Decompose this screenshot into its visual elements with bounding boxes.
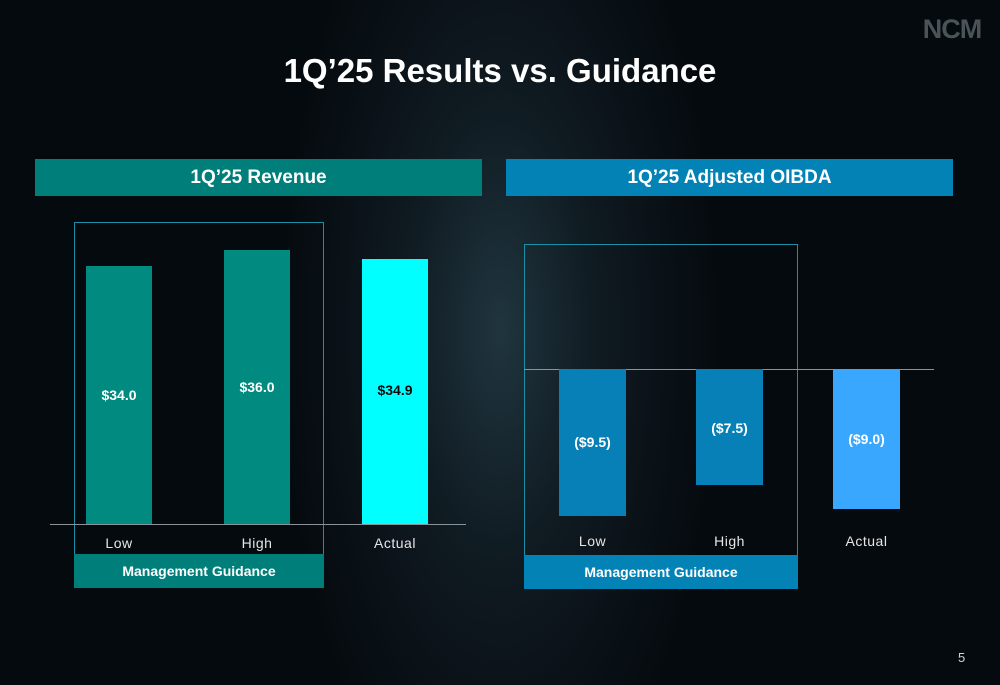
- revenue-category-label-low: Low: [105, 535, 133, 551]
- oibda-bar-low: [559, 369, 626, 517]
- oibda-category-label-low: Low: [578, 533, 607, 549]
- oibda-bar-high: [696, 369, 763, 486]
- revenue-bar-actual: [362, 258, 428, 524]
- revenue-baseline: [50, 524, 466, 525]
- oibda-guidance-label: Management Guidance: [524, 555, 798, 589]
- revenue-category-label-actual: Actual: [374, 535, 416, 551]
- oibda-category-label-actual: Actual: [845, 533, 888, 549]
- oibda-data-label-actual: ($9.0): [848, 431, 885, 447]
- revenue-chart-title: 1Q’25 Revenue: [35, 159, 482, 196]
- revenue-data-label-high: $36.0: [239, 379, 275, 395]
- ncm-logo: NCM: [922, 14, 983, 44]
- revenue-category-label-high: High: [241, 535, 273, 551]
- page-number: 5: [958, 650, 966, 665]
- revenue-bar-low: [86, 265, 152, 524]
- oibda-data-label-high: ($7.5): [711, 420, 748, 436]
- revenue-data-label-actual: $34.9: [377, 382, 413, 398]
- oibda-data-label-low: ($9.5): [574, 434, 611, 450]
- revenue-guidance-label: Management Guidance: [74, 554, 324, 588]
- revenue-bar-high: [224, 250, 290, 524]
- revenue-data-label-low: $34.0: [101, 387, 137, 403]
- oibda-chart-title: 1Q’25 Adjusted OIBDA: [506, 159, 953, 196]
- oibda-bar-actual: [833, 369, 900, 509]
- page-title: 1Q’25 Results vs. Guidance: [283, 52, 717, 89]
- oibda-category-label-high: High: [714, 533, 745, 549]
